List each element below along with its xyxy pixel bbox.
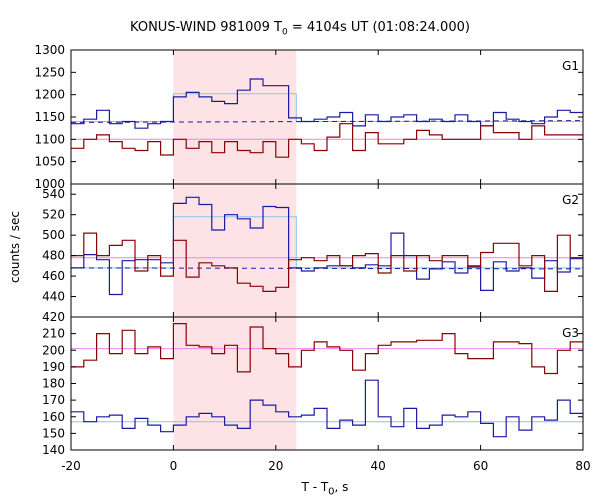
x-tick-label: 20 — [268, 459, 283, 473]
x-tick-label: 80 — [575, 459, 590, 473]
y-tick-label: 210 — [42, 327, 65, 341]
y-tick-label: 500 — [42, 228, 65, 242]
y-tick-label: 440 — [42, 290, 65, 304]
shaded-interval — [173, 50, 297, 450]
panel-label: G1 — [562, 59, 579, 73]
y-tick-label: 1100 — [34, 132, 65, 146]
series-g1-red — [71, 123, 583, 158]
panel-g1: 1000 1050 1100 1150 1200 1250 1300 G1 — [34, 43, 584, 191]
chart-title: KONUS-WIND 981009 T0 = 4104s UT (01:08:2… — [130, 20, 470, 38]
y-tick-label: 540 — [42, 187, 65, 201]
panel-frame — [70, 183, 584, 318]
y-tick-label: 170 — [42, 393, 65, 407]
series-g2-red — [71, 232, 583, 292]
series-g2-blue — [71, 196, 583, 296]
panel-g3: 140 150 160 170 180 190 200 210 G3 — [42, 316, 584, 457]
x-tick-label: 60 — [473, 459, 488, 473]
y-tick-label: 150 — [42, 426, 65, 440]
series-g3-blue — [71, 379, 583, 438]
y-tick-label: 1300 — [34, 43, 65, 57]
y-tick-label: 200 — [42, 343, 65, 357]
y-tick-label: 460 — [42, 269, 65, 283]
x-tick-label: 0 — [170, 459, 178, 473]
y-tick-label: 1150 — [34, 110, 65, 124]
y-tick-label: 180 — [42, 377, 65, 391]
y-tick-label: 1000 — [34, 177, 65, 191]
y-tick-label: 480 — [42, 249, 65, 263]
y-tick-label: 520 — [42, 208, 65, 222]
y-tick-label: 420 — [42, 310, 65, 324]
y-tick-label: 1050 — [34, 155, 65, 169]
series-g1-blue — [71, 78, 583, 129]
y-tick-label: 1250 — [34, 65, 65, 79]
panel-label: G2 — [562, 193, 579, 207]
fit-line-g1-1 — [70, 120, 584, 123]
y-tick-label: 160 — [42, 410, 65, 424]
y-tick-label: 140 — [42, 443, 65, 457]
x-tick-label: 40 — [371, 459, 386, 473]
panel-g2: 420 440 460 480 500 520 540 G2 — [42, 183, 584, 324]
series-g3-red — [71, 323, 583, 375]
x-tick-label: -20 — [61, 459, 81, 473]
x-axis-label: T - T0, s — [301, 480, 349, 498]
y-tick-label: 1200 — [34, 88, 65, 102]
y-tick-label: 190 — [42, 360, 65, 374]
panel-label: G3 — [562, 326, 579, 340]
